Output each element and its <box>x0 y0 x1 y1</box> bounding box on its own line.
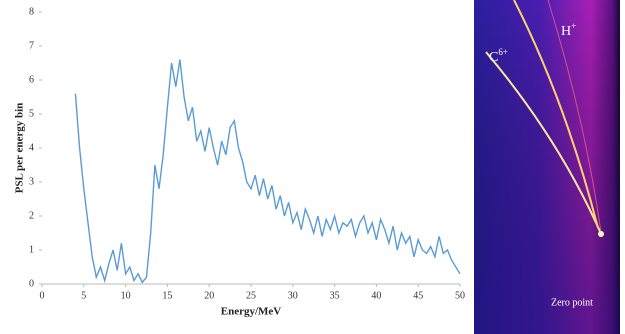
x-tick-label: 10 <box>121 290 131 301</box>
y-tick-label: 7 <box>29 40 34 51</box>
y-tick-label: 8 <box>29 6 34 17</box>
x-tick-label: 0 <box>40 290 45 301</box>
detector-image: H+ C6+ Zero point <box>474 0 620 334</box>
zero-spot <box>598 231 604 237</box>
c-sup: 6+ <box>498 47 508 57</box>
figure: H+ C6+ Zero point Energy/MeV PSL per ene… <box>0 0 625 334</box>
y-axis-title: PSL per energy bin <box>14 103 26 194</box>
y-tick-label: 4 <box>29 142 34 153</box>
x-tick-label: 35 <box>330 290 340 301</box>
x-tick-label: 30 <box>288 290 298 301</box>
x-tick-label: 25 <box>246 290 256 301</box>
y-tick-label: 5 <box>29 108 34 119</box>
y-tick-label: 2 <box>29 210 34 221</box>
y-tick-label: 3 <box>29 176 34 187</box>
zero-label: Zero point <box>551 297 593 308</box>
h-sup: + <box>571 21 576 31</box>
y-tick-label: 0 <box>29 278 34 289</box>
x-tick-label: 15 <box>162 290 172 301</box>
x-tick-label: 40 <box>371 290 381 301</box>
data-line <box>75 60 460 283</box>
x-tick-label: 45 <box>413 290 423 301</box>
x-tick-label: 50 <box>455 290 465 301</box>
h-base: H <box>561 24 571 39</box>
x-axis-title: Energy/MeV <box>221 306 282 318</box>
x-tick-label: 5 <box>81 290 86 301</box>
y-tick-label: 1 <box>29 244 34 255</box>
y-tick-label: 6 <box>29 74 34 85</box>
x-tick-label: 20 <box>204 290 214 301</box>
c-base: C <box>489 50 498 65</box>
